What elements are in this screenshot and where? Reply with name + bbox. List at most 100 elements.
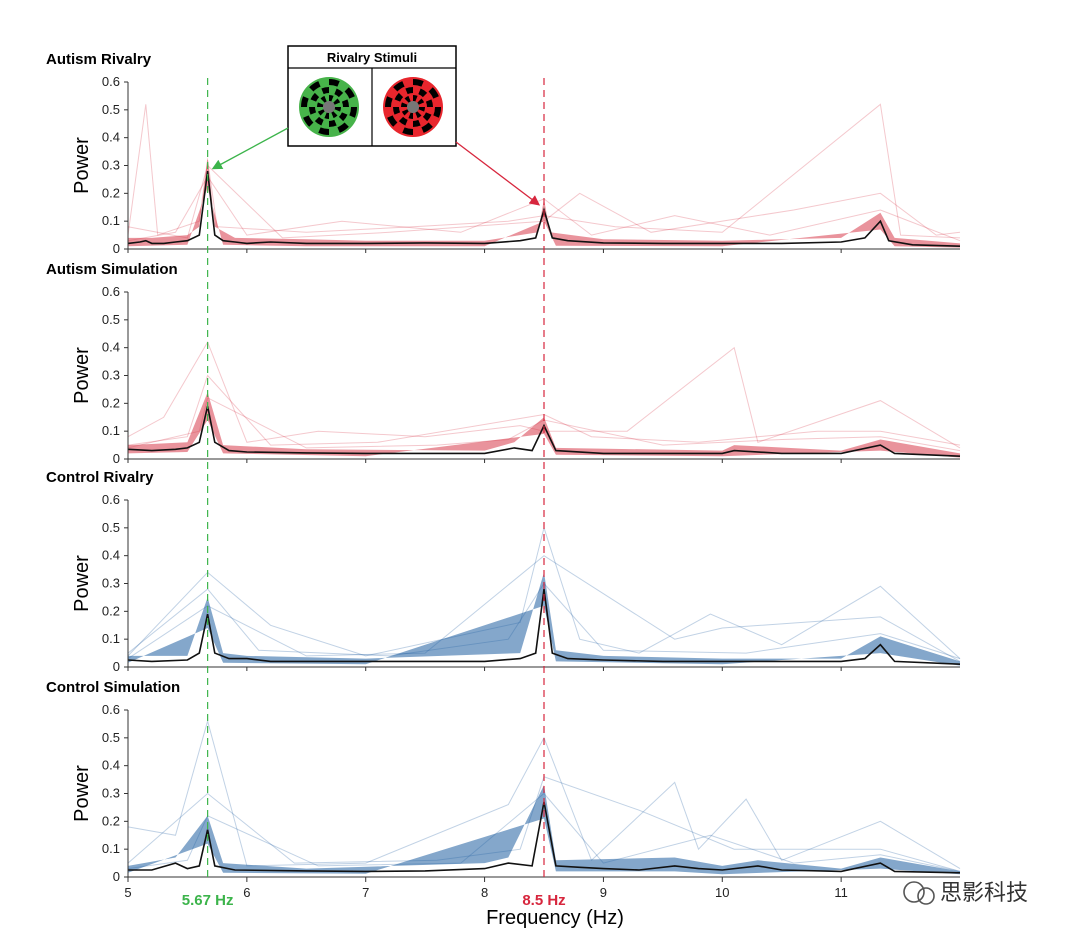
panel-title: Autism Simulation [46, 261, 178, 278]
y-tick-label: 0.4 [102, 340, 120, 355]
x-tick-label: 9 [600, 885, 607, 900]
arrow-red [455, 141, 541, 206]
individual-trace [127, 103, 961, 239]
y-tick-label: 0.1 [102, 631, 120, 646]
stimulus-segment [401, 109, 409, 116]
watermark: 思影科技 [903, 881, 1028, 906]
stimulus-segment [413, 119, 421, 127]
y-tick-label: 0 [113, 659, 120, 674]
frequency-markers: 5.67 Hz 8.5 Hz [182, 78, 566, 909]
individual-trace [127, 175, 961, 242]
panel-title: Autism Rivalry [46, 51, 152, 68]
stimulus-segment [405, 87, 413, 95]
stimulus-segment [301, 96, 309, 107]
y-tick-label: 0 [113, 869, 120, 884]
marker-label-2: 8.5 Hz [522, 892, 565, 909]
red-stimulus-icon [383, 77, 443, 137]
mean-trace [128, 801, 961, 874]
y-tick-label: 0.6 [102, 74, 120, 89]
inset-title: Rivalry Stimuli [327, 50, 417, 65]
individual-trace [127, 555, 961, 662]
y-tick-label: 0.1 [102, 423, 120, 438]
stimulus-segment [329, 119, 337, 127]
stimulus-segment [318, 127, 329, 135]
x-tick-label: 6 [243, 885, 250, 900]
y-tick-label: 0.4 [102, 548, 120, 563]
stimulus-segment [433, 107, 441, 118]
stimulus-segment [421, 122, 433, 133]
stimulus-segment [333, 98, 341, 105]
stimulus-segment [320, 95, 327, 103]
mean-trace [127, 170, 961, 247]
y-tick-label: 0.1 [102, 841, 120, 856]
stimulus-segment [418, 88, 428, 98]
stimulus-segment [408, 112, 413, 119]
stimulus-segment [341, 99, 349, 107]
y-tick-label: 0.4 [102, 758, 120, 773]
stimulus-segment [387, 115, 398, 127]
panel-title: Control Rivalry [46, 469, 154, 486]
y-axis-title: Power [71, 555, 93, 612]
panel-1: Autism Rivalry Power 0 0.1 0.2 0.3 0.4 0.5 0.6 [46, 51, 961, 256]
arrow-green [211, 127, 289, 170]
individual-trace [127, 374, 961, 446]
y-tick-label: 0.1 [102, 213, 120, 228]
mean-trace [127, 405, 961, 457]
x-tick-label: 10 [715, 885, 729, 900]
stimulus-segment [314, 116, 324, 126]
stimulus-segment [321, 87, 329, 95]
stimulus-segment [344, 87, 355, 99]
watermark-text: 思影科技 [940, 881, 1028, 906]
stimulus-segment [331, 111, 338, 119]
y-tick-label: 0.4 [102, 130, 120, 145]
stimulus-segment [393, 107, 401, 115]
x-axis-title: Frequency (Hz) [486, 907, 624, 929]
y-tick-label: 0.3 [102, 786, 120, 801]
stimulus-segment [422, 112, 432, 122]
stimulus-segment [418, 107, 425, 112]
y-tick-label: 0.5 [102, 730, 120, 745]
rivalry-stimuli-inset: Rivalry Stimuli [287, 45, 457, 147]
stimulus-segment [404, 95, 411, 103]
y-tick-label: 0.2 [102, 603, 120, 618]
stimulus-segment [415, 111, 422, 119]
stimulus-segment [309, 107, 317, 115]
stimulus-segment [329, 79, 340, 87]
y-tick-label: 0.6 [102, 284, 120, 299]
green-stimulus-icon [299, 77, 359, 137]
panel-4: Control Simulation Power 0 0.1 0.2 0.3 0.4 0.5 0… [46, 679, 961, 900]
stimulus-segment [349, 107, 357, 118]
watermark-bubble-icon-2 [917, 887, 935, 905]
stimulus-segment [394, 92, 404, 102]
watermark-bubble-icon [903, 881, 925, 903]
y-tick-label: 0.3 [102, 368, 120, 383]
stimulus-segment [401, 102, 408, 107]
x-tick-label: 5 [124, 885, 131, 900]
mean-trace [127, 588, 961, 665]
stimulus-segment [334, 107, 341, 112]
y-tick-label: 0.2 [102, 185, 120, 200]
individual-trace [127, 719, 961, 870]
individual-trace [127, 525, 961, 659]
y-tick-label: 0 [113, 241, 120, 256]
y-tick-label: 0.3 [102, 158, 120, 173]
stimulus-segment [402, 127, 413, 135]
stimulus-segment [337, 122, 349, 133]
y-tick-label: 0.2 [102, 813, 120, 828]
y-tick-label: 0.5 [102, 312, 120, 327]
marker-label-1: 5.67 Hz [182, 892, 234, 909]
stimulus-segment [329, 95, 334, 102]
y-axis-title: Power [71, 137, 93, 194]
panel-2: Autism Simulation Power 0 0.1 0.2 0.3 0.4 0.5 0.… [46, 261, 961, 466]
y-tick-label: 0.3 [102, 576, 120, 591]
stimulus-center [323, 101, 335, 113]
y-tick-label: 0.6 [102, 492, 120, 507]
stimulus-segment [309, 81, 321, 92]
stimulus-segment [385, 96, 393, 107]
individual-trace [127, 582, 961, 660]
y-tick-label: 0.6 [102, 702, 120, 717]
panel-3: Control Rivalry Power 0 0.1 0.2 0.3 0.4 0.5 0.6 [46, 469, 961, 674]
stimulus-segment [303, 115, 314, 127]
y-axis-title: Power [71, 347, 93, 404]
